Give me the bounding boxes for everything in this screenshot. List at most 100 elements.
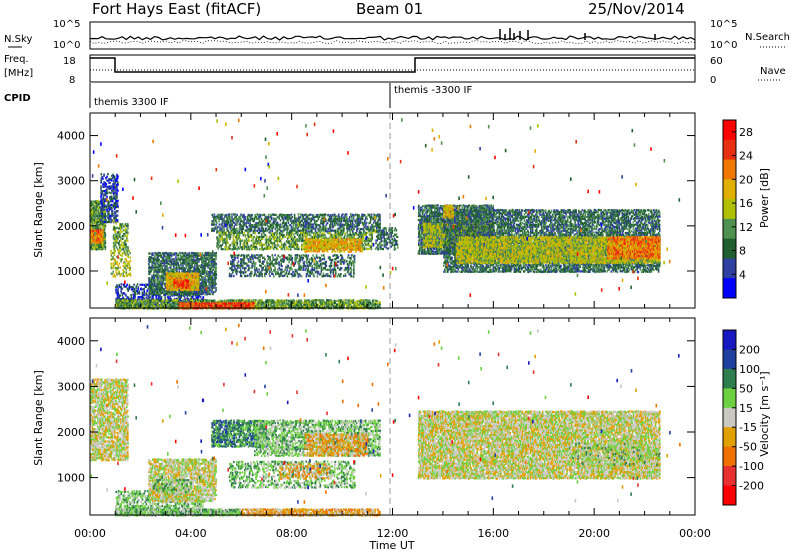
- power-cell: [128, 263, 130, 265]
- power-cell: [112, 213, 114, 215]
- power-cell: [104, 236, 106, 238]
- power-cell: [108, 192, 110, 194]
- power-cell: [106, 188, 108, 190]
- power-cell: [128, 250, 130, 252]
- power-cell: [104, 190, 106, 192]
- power-cell: [116, 192, 118, 194]
- power-cell: [108, 221, 110, 223]
- power-cell: [114, 248, 116, 250]
- power-cell: [117, 214, 119, 216]
- power-cell: [106, 192, 108, 194]
- power-cell: [152, 297, 154, 299]
- power-cell: [145, 286, 147, 288]
- power-cell: [114, 259, 116, 261]
- power-cell: [117, 290, 119, 292]
- power-cell: [100, 219, 102, 221]
- cpid-label: CPID: [4, 93, 31, 104]
- power-cell: [119, 273, 121, 275]
- power-cell: [123, 235, 125, 237]
- power-cell: [111, 207, 113, 209]
- power-cell: [104, 228, 106, 230]
- power-cell: [105, 240, 107, 242]
- power-cell: [118, 265, 120, 267]
- power-cell: [115, 182, 117, 184]
- power-cell: [101, 216, 103, 218]
- power-cell: [111, 255, 113, 257]
- power-cell: [101, 235, 103, 237]
- power-cell: [121, 255, 123, 257]
- power-cell: [127, 246, 129, 248]
- power-cell: [102, 178, 104, 180]
- power-cell: [136, 285, 138, 287]
- power-cell: [125, 258, 127, 260]
- power-cell: [146, 292, 148, 294]
- power-cell: [128, 254, 130, 256]
- power-cell: [139, 293, 141, 295]
- power-cell: [131, 296, 133, 298]
- power-cell: [127, 265, 129, 267]
- power-cell: [120, 239, 122, 241]
- power-cell: [129, 252, 131, 254]
- power-cell: [123, 250, 125, 252]
- power-cell: [124, 271, 126, 273]
- power-cell: [106, 196, 108, 198]
- power-cell: [117, 190, 119, 192]
- power-panel: 1000200030004000 Slant Range [km] 481216…: [32, 113, 771, 310]
- power-cell: [124, 261, 126, 263]
- power-cell: [101, 180, 103, 182]
- power-cell: [95, 213, 97, 215]
- power-cell: [124, 252, 126, 254]
- power-cell: [129, 269, 131, 271]
- power-cell: [127, 232, 129, 234]
- power-cell: [115, 275, 117, 277]
- power-cell: [111, 198, 113, 200]
- power-cell: [137, 283, 139, 285]
- power-cell: [102, 229, 104, 231]
- power-cell: [110, 250, 112, 252]
- power-cell: [117, 288, 119, 290]
- power-cell: [127, 223, 129, 225]
- power-cell: [106, 190, 108, 192]
- power-cell: [126, 284, 128, 286]
- power-cell: [118, 284, 120, 286]
- power-cell: [118, 242, 120, 244]
- power-cell: [112, 210, 114, 212]
- power-cell: [122, 223, 124, 225]
- power-cell: [141, 288, 143, 290]
- power-cell: [116, 194, 118, 196]
- power-cell: [132, 290, 134, 292]
- power-cell: [105, 193, 107, 195]
- power-cell: [106, 208, 108, 210]
- power-cell: [113, 242, 115, 244]
- power-cell: [122, 288, 124, 290]
- nave-tick-top: 60: [710, 56, 723, 67]
- power-cell: [114, 250, 116, 252]
- power-cell: [120, 290, 122, 292]
- power-cell: [102, 190, 104, 192]
- power-cell: [112, 190, 114, 192]
- power-cell: [135, 292, 137, 294]
- power-cell: [126, 237, 128, 239]
- power-cell: [102, 231, 104, 233]
- power-cell: [120, 236, 122, 238]
- power-cell: [119, 295, 121, 297]
- power-cell: [116, 284, 118, 286]
- freq-label: Freq.: [4, 54, 29, 65]
- power-cell: [116, 246, 118, 248]
- power-cell: [96, 215, 98, 217]
- power-cell: [129, 257, 131, 259]
- power-cell: [116, 261, 118, 263]
- power-cell: [120, 260, 122, 262]
- power-cell: [106, 183, 108, 185]
- power-cell: [121, 258, 123, 260]
- power-cell: [102, 241, 104, 243]
- power-cell: [112, 267, 114, 269]
- power-cell: [113, 180, 115, 182]
- power-cell: [115, 244, 117, 246]
- power-cell: [105, 248, 107, 250]
- power-cell: [107, 173, 109, 175]
- cpid-program-1: themis 3300 IF: [94, 97, 169, 108]
- power-cell: [110, 217, 112, 219]
- power-cell: [101, 173, 103, 175]
- power-cell: [112, 256, 114, 258]
